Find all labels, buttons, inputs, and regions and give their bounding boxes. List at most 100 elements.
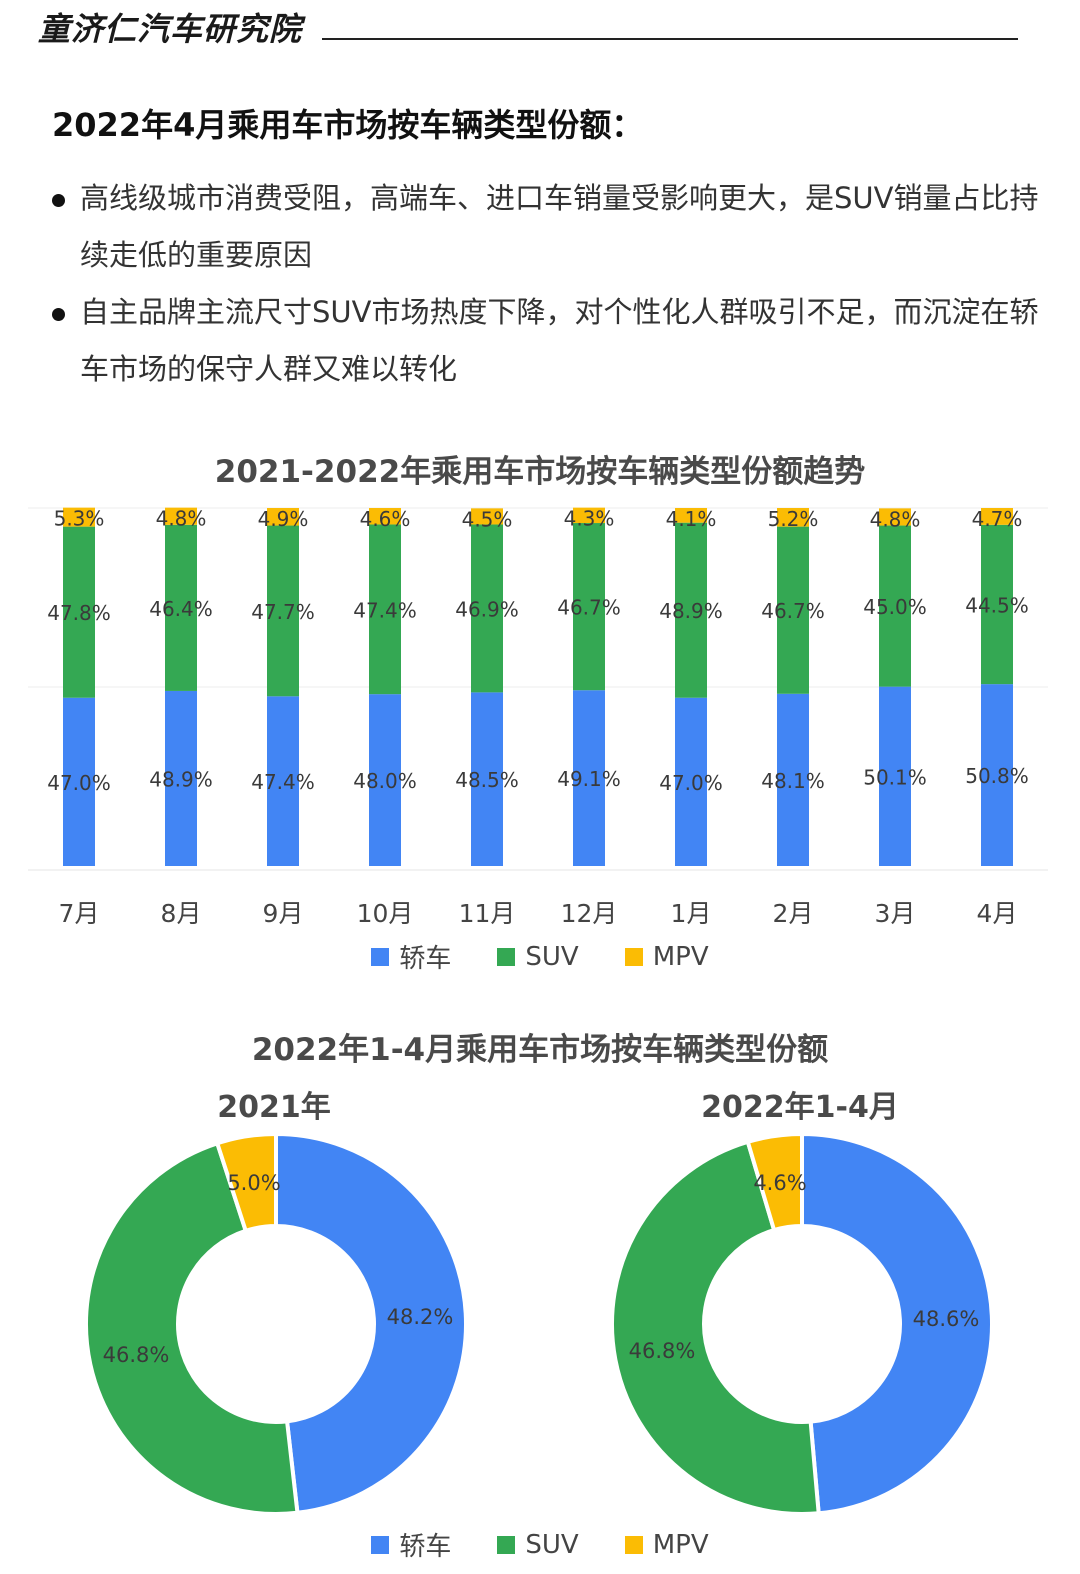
data-label-mpv: 4.8%	[156, 507, 207, 531]
bullet-item: 高线级城市消费受阻，高端车、进口车销量受影响更大，是SUV销量占比持续走低的重要…	[50, 170, 1040, 284]
bar-segment-suv	[471, 524, 503, 693]
data-label-suv: 46.7%	[557, 596, 621, 620]
donut-2021-title: 2021年	[217, 1090, 331, 1125]
bar-segment-suv	[573, 523, 605, 691]
legend-label: MPV	[652, 941, 709, 972]
legend-swatch-sedan	[371, 1535, 390, 1554]
x-tick-label: 10月	[357, 899, 414, 928]
legend-label: 轿车	[399, 1532, 452, 1562]
x-tick-label: 4月	[977, 899, 1018, 928]
legend-swatch-suv	[497, 947, 516, 966]
bar-segment-mpv	[777, 508, 809, 527]
legend-item-suv: SUV	[497, 938, 579, 975]
donut-label-suv: 46.8%	[629, 1339, 696, 1363]
x-tick-label: 9月	[263, 899, 304, 928]
bar-segment-mpv	[981, 508, 1013, 525]
data-label-suv: 44.5%	[965, 593, 1029, 617]
data-label-sedan: 47.0%	[47, 771, 111, 795]
legend-item-mpv: MPV	[624, 1526, 709, 1563]
data-label-suv: 47.7%	[251, 600, 315, 624]
donut-slice-mpv	[214, 1131, 278, 1234]
bar-segment-sedan	[267, 696, 299, 866]
bar-segment-sedan	[777, 693, 809, 866]
bar-segment-mpv	[879, 508, 911, 526]
bar-segment-mpv	[165, 507, 197, 525]
legend-label: 轿车	[399, 944, 452, 974]
data-label-sedan: 48.9%	[149, 767, 213, 791]
donut-section-title: 2022年1-4月乘用车市场按车辆类型份额	[251, 1032, 829, 1068]
x-tick-label: 3月	[875, 899, 916, 928]
data-label-mpv: 5.3%	[54, 507, 105, 531]
data-label-mpv: 4.3%	[564, 507, 615, 531]
donut-label-mpv: 4.6%	[753, 1171, 806, 1195]
data-label-sedan: 50.8%	[965, 764, 1029, 788]
bar-chart-title: 2021-2022年乘用车市场按车辆类型份额趋势	[214, 454, 866, 490]
bar-segment-suv	[675, 522, 707, 698]
data-label-suv: 46.7%	[761, 599, 825, 623]
data-label-mpv: 4.7%	[972, 507, 1023, 531]
data-label-mpv: 4.5%	[462, 507, 513, 531]
bar-segment-sedan	[471, 692, 503, 866]
data-label-sedan: 48.0%	[353, 769, 417, 793]
bullet-text: 自主品牌主流尺寸SUV市场热度下降，对个性化人群吸引不足，而沉淀在轿车市场的保守…	[80, 295, 1039, 386]
data-label-suv: 45.0%	[863, 595, 927, 619]
legend-item-sedan: 轿车	[371, 938, 451, 975]
bar-segment-sedan	[63, 697, 95, 866]
bar-segment-suv	[981, 524, 1013, 685]
bullet-text: 高线级城市消费受阻，高端车、进口车销量受影响更大，是SUV销量占比持续走低的重要…	[80, 181, 1039, 272]
bar-segment-sedan	[369, 694, 401, 866]
x-tick-label: 1月	[671, 899, 712, 928]
bar-segment-mpv	[471, 508, 503, 525]
bar-segment-sedan	[573, 690, 605, 866]
bullet-dot-icon	[52, 308, 65, 321]
donut-slice-suv	[610, 1139, 821, 1516]
bar-segment-mpv	[63, 507, 95, 527]
donut-slice-mpv	[745, 1131, 804, 1233]
legend-swatch-sedan	[371, 947, 390, 966]
x-tick-label: 2月	[773, 899, 814, 928]
legend-item-suv: SUV	[497, 1526, 579, 1563]
data-label-suv: 48.9%	[659, 599, 723, 623]
donut-2022-title: 2022年1-4月	[701, 1090, 899, 1125]
bar-segment-sedan	[165, 690, 197, 866]
data-label-sedan: 47.4%	[251, 770, 315, 794]
donut-label-suv: 46.8%	[103, 1343, 170, 1367]
donut-chart-2021: 48.2% 46.8% 5.0%	[84, 1131, 468, 1516]
legend-swatch-mpv	[624, 1535, 643, 1554]
data-label-mpv: 5.2%	[768, 507, 819, 531]
donut-slice-suv	[84, 1140, 300, 1516]
data-label-mpv: 4.8%	[870, 507, 921, 531]
bar-segment-mpv	[675, 508, 707, 523]
donut-legend: 轿车 SUV MPV	[0, 1526, 1080, 1563]
data-label-mpv: 4.9%	[258, 507, 309, 531]
legend-label: MPV	[652, 1529, 709, 1560]
brand-title: 童济仁汽车研究院	[38, 10, 303, 48]
bar-segment-suv	[777, 526, 809, 694]
bar-segment-sedan	[981, 684, 1013, 866]
bar-chart-legend: 轿车 SUV MPV	[0, 938, 1080, 975]
page-headline: 2022年4月乘用车市场按车辆类型份额：	[52, 106, 644, 144]
x-tick-label: 11月	[459, 899, 516, 928]
bar-segment-sedan	[675, 697, 707, 866]
data-label-suv: 47.8%	[47, 601, 111, 625]
donut-label-sedan: 48.2%	[387, 1305, 454, 1329]
donut-label-mpv: 5.0%	[227, 1171, 280, 1195]
legend-item-sedan: 轿车	[371, 1526, 451, 1563]
data-label-sedan: 47.0%	[659, 771, 723, 795]
data-label-mpv: 4.1%	[666, 507, 717, 531]
legend-swatch-mpv	[624, 947, 643, 966]
bar-segment-suv	[267, 525, 299, 697]
data-label-sedan: 50.1%	[863, 765, 927, 789]
bar-segment-mpv	[573, 507, 605, 524]
legend-label: SUV	[525, 941, 579, 972]
data-label-mpv: 4.6%	[360, 507, 411, 531]
legend-swatch-suv	[497, 1535, 516, 1554]
bar-segment-suv	[369, 524, 401, 695]
donut-label-sedan: 48.6%	[913, 1307, 980, 1331]
data-label-sedan: 48.1%	[761, 769, 825, 793]
data-label-suv: 47.4%	[353, 598, 417, 622]
x-tick-label: 8月	[161, 899, 202, 928]
x-tick-label: 7月	[59, 899, 100, 928]
data-label-sedan: 49.1%	[557, 767, 621, 791]
bar-segment-mpv	[267, 508, 299, 526]
